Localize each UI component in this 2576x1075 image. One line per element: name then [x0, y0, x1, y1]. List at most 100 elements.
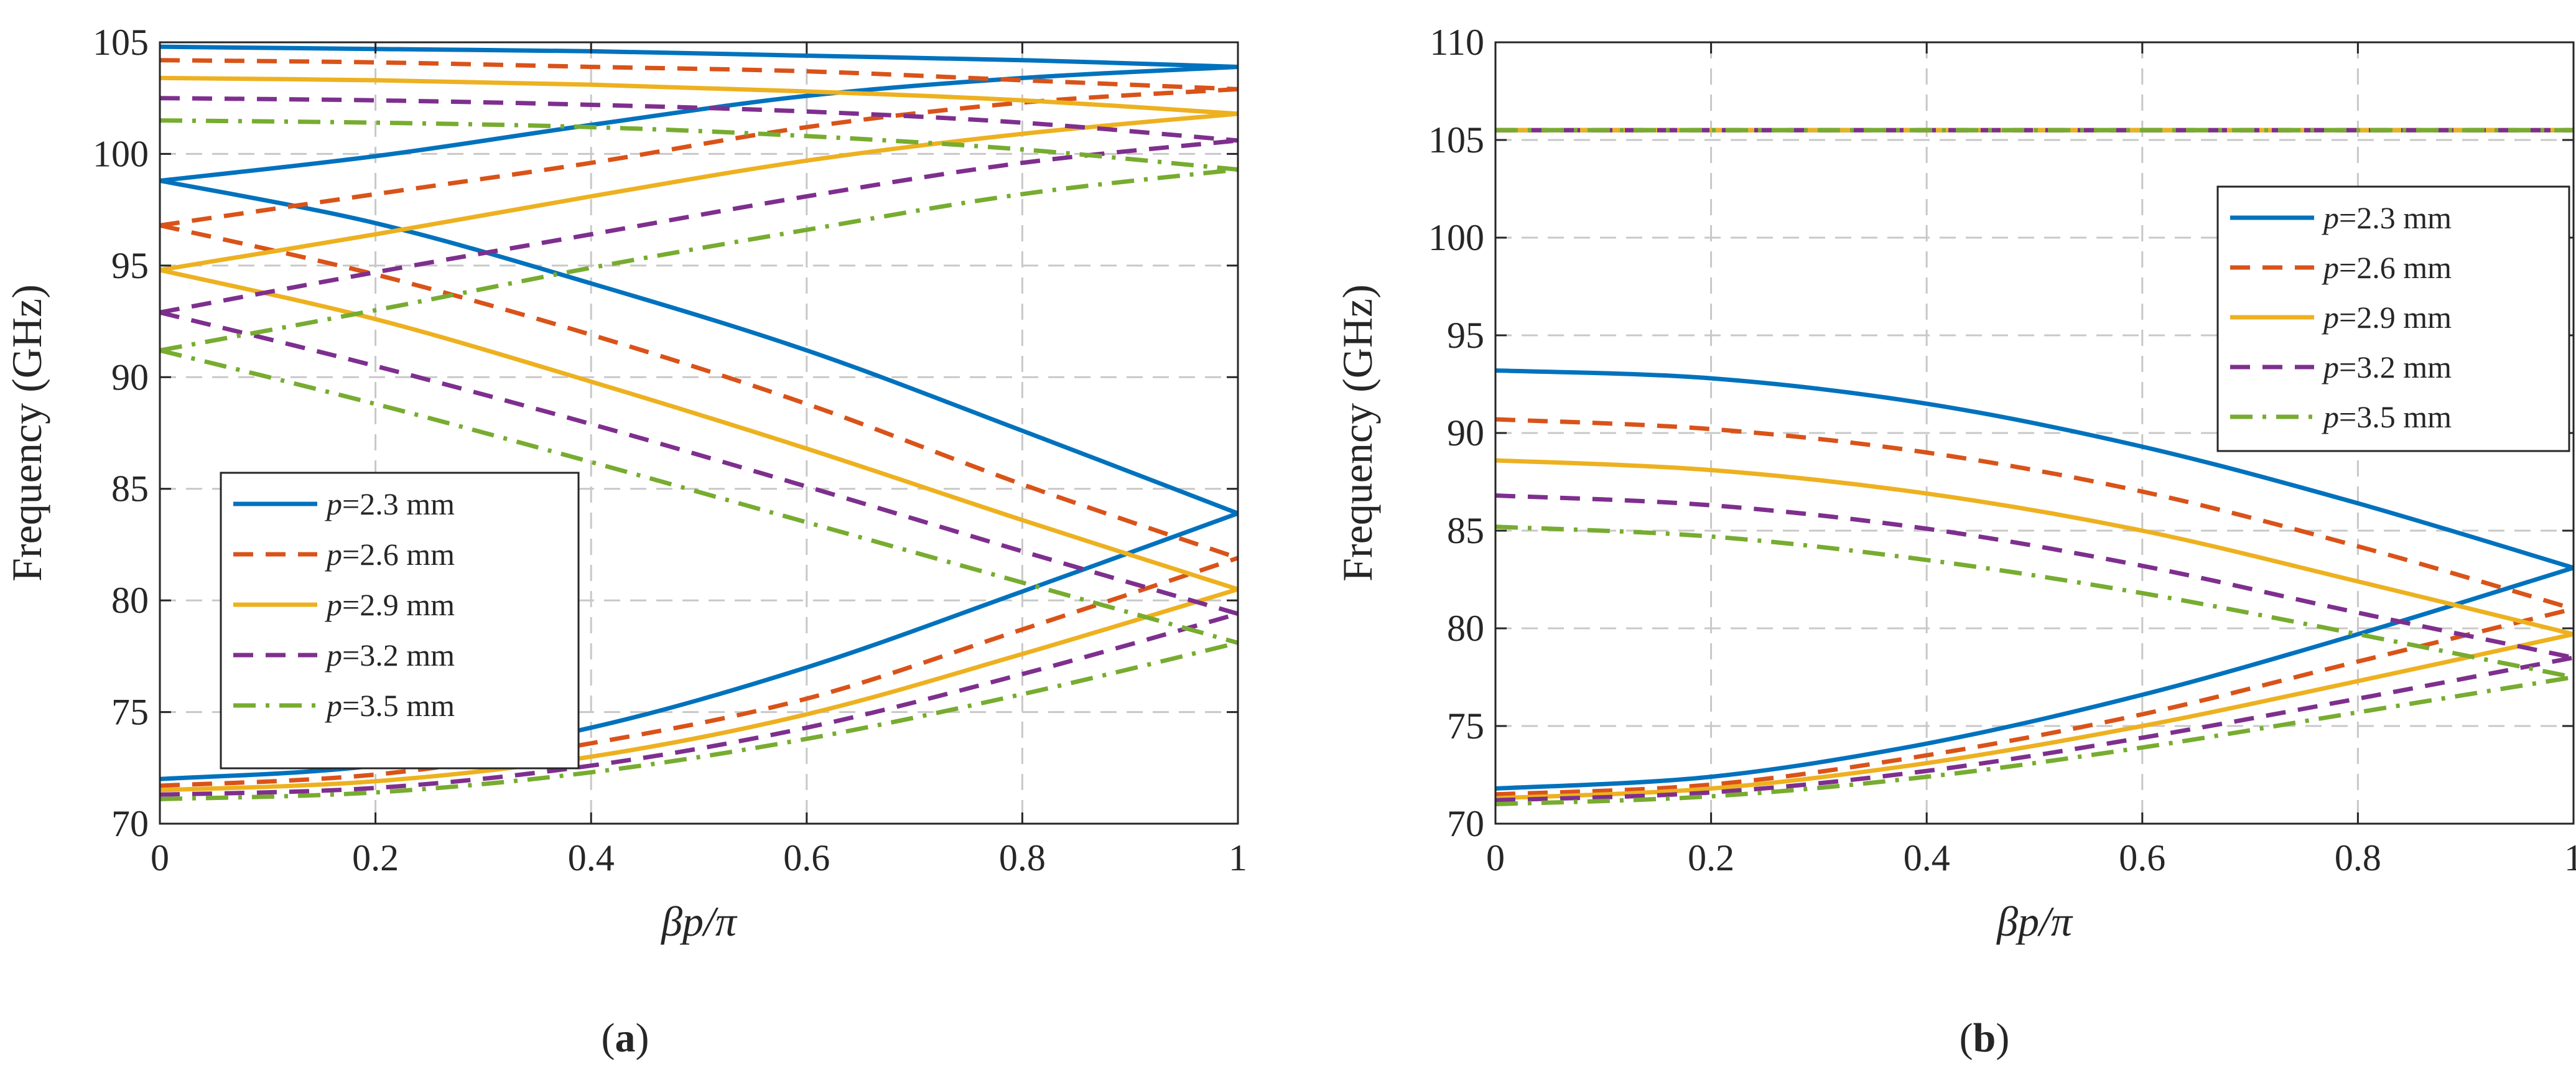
chart-panel-a: 0 0.2 0.4 0.6 0.8 1 70 75 80 85 90 95 100 105 βp/π Freq…	[3, 22, 1247, 1061]
x-tick-label: 0.2	[1688, 837, 1734, 878]
y-tick-label: 110	[1430, 22, 1484, 63]
x-tick-label: 0.6	[783, 837, 830, 878]
y-axis-label: Frequency (GHz)	[1334, 284, 1381, 582]
legend-label: p=3.5 mm	[325, 688, 455, 723]
series-5-band-2	[160, 348, 1238, 645]
legend-item: p=2.6 mm	[233, 537, 455, 572]
x-tick-label: 0.4	[1904, 837, 1950, 878]
legend-item: p=3.2 mm	[2230, 350, 2452, 384]
series-3-band-3	[160, 111, 1238, 272]
panel-caption: (a)	[602, 1015, 649, 1061]
legend-label: p=3.2 mm	[2322, 350, 2452, 384]
series-5	[1495, 128, 2574, 807]
series-1-band-2	[160, 179, 1238, 516]
legend-label-param: p	[2322, 300, 2339, 335]
legend-item: p=3.5 mm	[233, 688, 455, 723]
legend-item: p=3.2 mm	[233, 638, 455, 672]
legend-label-value: =2.9 mm	[342, 587, 455, 622]
legend-label-param: p	[2322, 250, 2339, 285]
y-tick-label: 105	[93, 22, 149, 63]
series-5-band-2	[1495, 524, 2574, 679]
legend-label-param: p	[2322, 200, 2339, 235]
series-3-band-1	[1495, 631, 2574, 801]
y-tick-label: 90	[111, 356, 149, 398]
legend-label-value: =3.5 mm	[2339, 399, 2452, 434]
y-tick-label: 95	[111, 245, 149, 286]
x-tick-label: 0	[151, 837, 169, 878]
series-5	[160, 118, 1238, 802]
x-tick-label: 0	[1486, 837, 1505, 878]
y-tick-label: 85	[111, 468, 149, 510]
series-2-band-1	[1495, 607, 2574, 797]
legend-label-value: =2.6 mm	[2339, 250, 2452, 285]
x-tick-label: 0.4	[568, 837, 615, 878]
legend-label: p=3.2 mm	[325, 638, 455, 672]
series-2-band-1	[160, 556, 1238, 788]
y-tick-label: 85	[1447, 510, 1484, 551]
legend-item: p=3.5 mm	[2230, 399, 2452, 434]
series-4-band-4	[160, 96, 1238, 143]
legend-label-value: =2.3 mm	[2339, 200, 2452, 235]
legend-label: p=2.3 mm	[325, 486, 455, 521]
y-tick-label: 80	[111, 580, 149, 621]
legend-item: p=2.9 mm	[2230, 300, 2452, 335]
series-5-band-4	[160, 118, 1238, 172]
series-5-band-1	[1495, 675, 2574, 807]
legend: p=2.3 mmp=2.6 mmp=2.9 mmp=3.2 mmp=3.5 mm	[2216, 185, 2570, 452]
legend-label-param: p	[325, 486, 342, 521]
x-axis-label: βp/π	[660, 898, 738, 945]
x-tick-label: 0.8	[999, 837, 1046, 878]
series-5-band-3	[160, 167, 1238, 353]
legend-label: p=2.6 mm	[325, 537, 455, 572]
x-tick-label: 1	[1229, 837, 1247, 878]
legend-label-param: p	[325, 688, 342, 723]
x-tick-label: 0.2	[352, 837, 399, 878]
y-tick-label: 70	[1447, 803, 1484, 844]
grid	[160, 42, 1238, 824]
x-axis-label: βp/π	[1996, 898, 2073, 945]
y-tick-label: 105	[1428, 119, 1484, 161]
series-4-band-2	[160, 310, 1238, 617]
legend-label: p=2.9 mm	[325, 587, 455, 622]
legend-label-value: =3.5 mm	[342, 688, 455, 723]
series-5-band-1	[160, 640, 1238, 802]
legend-label-param: p	[2322, 399, 2339, 434]
x-tick-label: 1	[2564, 837, 2576, 878]
chart-panel-b: 0 0.2 0.4 0.6 0.8 1 70 75 80 85 90 95 100 105 110 βp/π F…	[1334, 22, 2576, 1061]
series-2-band-2	[160, 223, 1238, 561]
legend-label: p=2.9 mm	[2322, 300, 2452, 335]
legend-label-param: p	[325, 638, 342, 672]
y-axis-label: Frequency (GHz)	[3, 284, 50, 582]
y-tick-label: 75	[111, 692, 149, 733]
legend-box	[220, 472, 580, 770]
series-lines	[1495, 128, 2574, 807]
series-2-band-4	[160, 58, 1238, 91]
x-tick-label: 0.8	[2335, 837, 2381, 878]
legend: p=2.3 mmp=2.6 mmp=2.9 mmp=3.2 mmp=3.5 mm	[220, 472, 580, 770]
legend-item: p=2.3 mm	[2230, 200, 2452, 235]
legend-label-param: p	[2322, 350, 2339, 384]
legend-label-value: =2.9 mm	[2339, 300, 2452, 335]
legend-label: p=2.6 mm	[2322, 250, 2452, 285]
legend-label-value: =3.2 mm	[2339, 350, 2452, 384]
y-tick-label: 90	[1447, 412, 1484, 454]
legend-label-param: p	[325, 587, 342, 622]
series-1-band-3	[160, 64, 1238, 183]
series-1-band-2	[1495, 368, 2574, 570]
legend-label-value: =2.6 mm	[342, 537, 455, 572]
legend-label-param: p	[325, 537, 342, 572]
y-tick-label: 100	[1428, 217, 1484, 258]
legend-label: p=3.5 mm	[2322, 399, 2452, 434]
legend-label-value: =3.2 mm	[342, 638, 455, 672]
y-tick-label: 70	[111, 803, 149, 844]
series-1-band-4	[160, 44, 1238, 69]
legend-label-value: =2.3 mm	[342, 486, 455, 521]
series-3-band-2	[1495, 458, 2574, 636]
y-tick-label: 80	[1447, 608, 1484, 649]
y-tick-label: 75	[1447, 705, 1484, 747]
series-4	[160, 96, 1238, 797]
y-tick-label: 95	[1447, 315, 1484, 356]
ticks: 0 0.2 0.4 0.6 0.8 1 70 75 80 85 90 95 100 105 110	[1428, 22, 2576, 878]
y-tick-label: 100	[93, 133, 149, 174]
